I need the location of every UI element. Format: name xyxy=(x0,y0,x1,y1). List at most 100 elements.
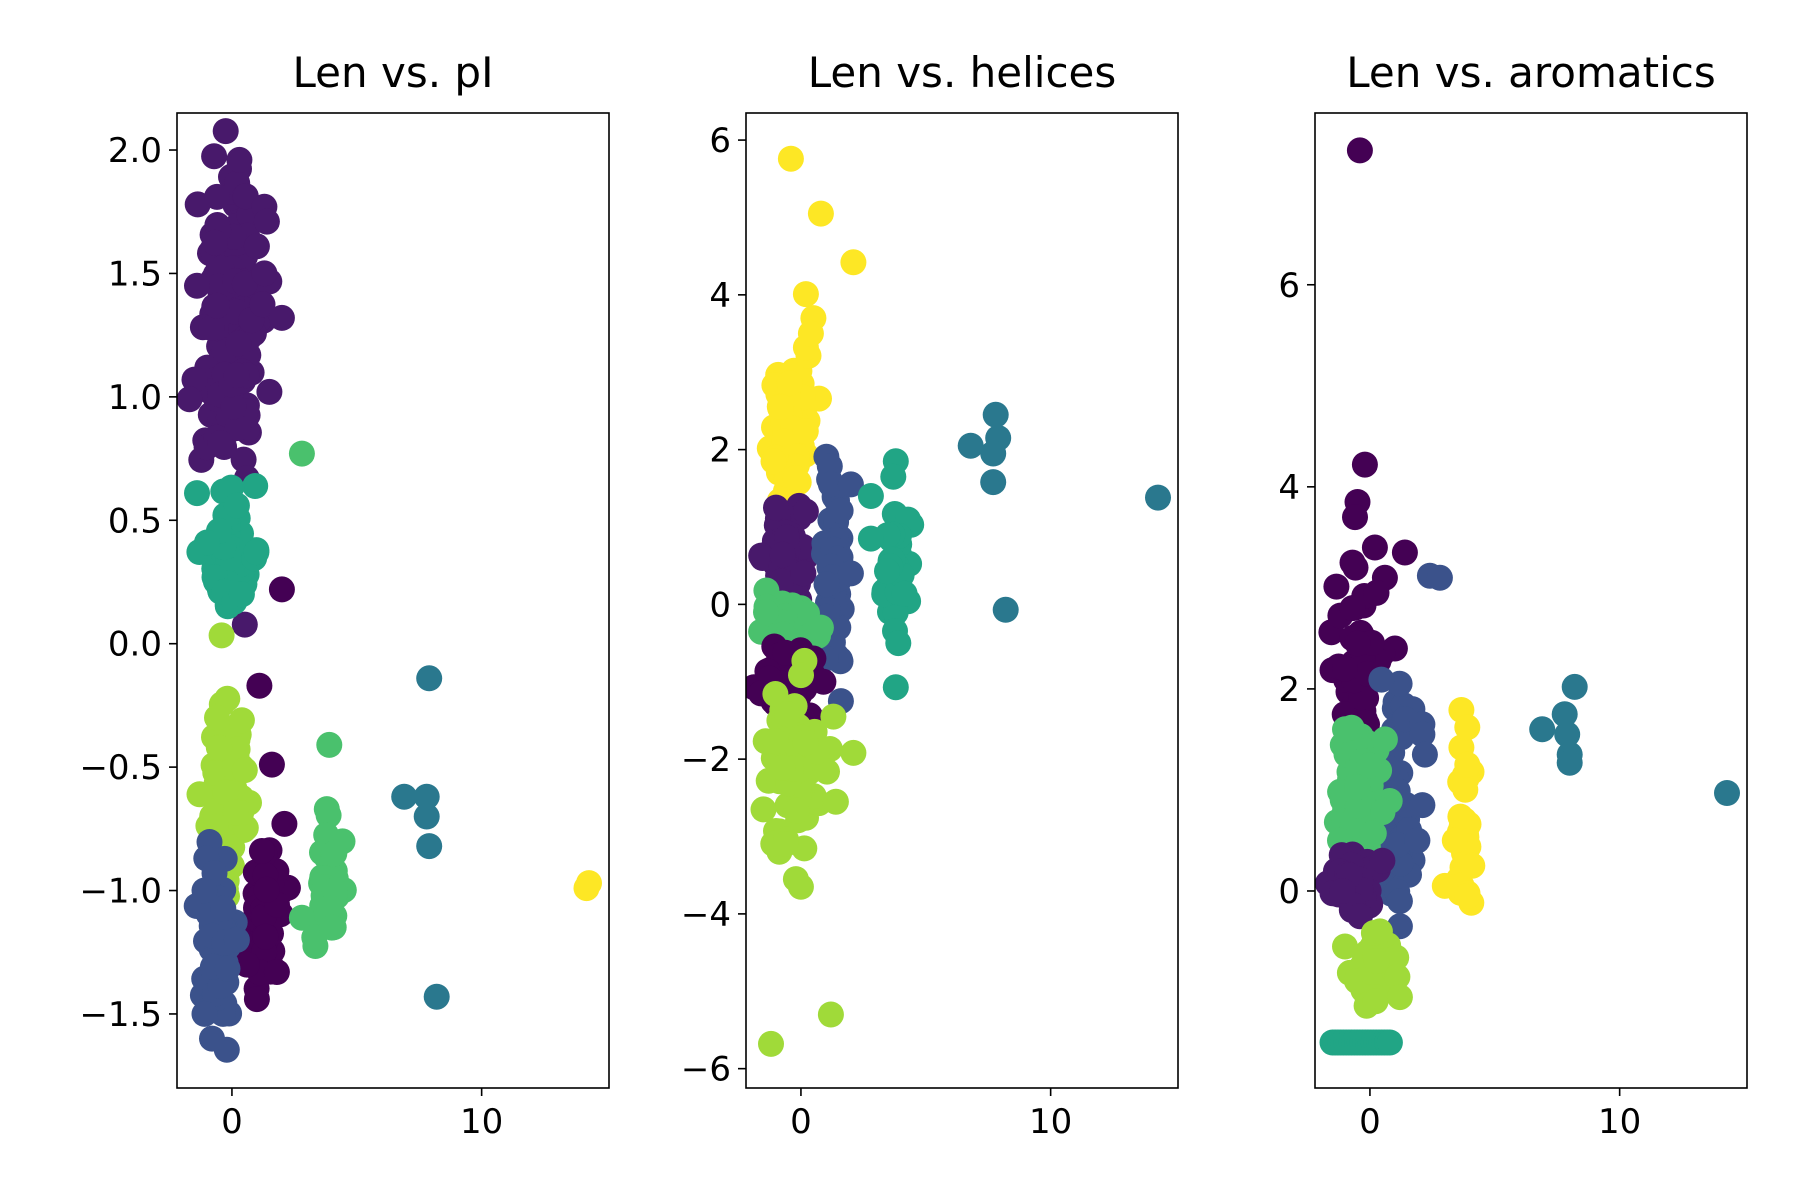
data-point xyxy=(231,270,258,297)
x-tick-label: 0 xyxy=(1359,1102,1381,1142)
data-point xyxy=(1431,872,1458,899)
x-tick-label: 0 xyxy=(221,1102,243,1142)
scatter-panel-2: Len vs. helices 0 10 −6 −4 −2 0 2 4 6 xyxy=(681,48,1179,1142)
data-point xyxy=(891,580,918,607)
axes-frame xyxy=(745,112,1179,1089)
data-point xyxy=(762,681,789,707)
data-point xyxy=(177,386,203,413)
data-point xyxy=(882,674,909,701)
data-point xyxy=(413,803,440,830)
data-point xyxy=(1362,988,1389,1015)
y-tick-label: 6 xyxy=(709,121,731,161)
y-tick-label: 2.0 xyxy=(108,131,162,171)
data-point xyxy=(782,465,809,491)
data-point xyxy=(1361,534,1388,561)
y-tick-label: −2 xyxy=(681,740,731,780)
data-point xyxy=(1356,752,1382,779)
axes-frame xyxy=(176,112,610,1089)
y-tick-label: 2 xyxy=(1278,670,1300,710)
y-tick-label: 2 xyxy=(709,431,731,471)
y-tick-label: 4 xyxy=(1278,468,1300,508)
data-point xyxy=(1332,933,1358,960)
data-point xyxy=(1384,963,1411,990)
data-point xyxy=(810,668,837,695)
data-point xyxy=(837,560,864,587)
data-point xyxy=(1529,716,1556,743)
data-point xyxy=(212,118,239,145)
data-point xyxy=(1332,655,1358,682)
data-point xyxy=(1342,554,1369,581)
data-point xyxy=(1368,666,1395,693)
data-point xyxy=(202,229,228,256)
data-point xyxy=(957,432,984,459)
data-point xyxy=(231,757,258,784)
data-point xyxy=(1344,630,1371,657)
data-point xyxy=(783,797,810,824)
data-point xyxy=(228,581,255,608)
data-point xyxy=(1391,539,1418,566)
y-tick-label: −1.0 xyxy=(79,872,162,912)
data-point xyxy=(982,401,1009,428)
data-point xyxy=(391,783,418,810)
data-point xyxy=(827,497,854,524)
data-point xyxy=(1459,852,1486,879)
data-point xyxy=(769,754,796,781)
data-point xyxy=(1454,714,1481,741)
data-point xyxy=(768,394,794,420)
data-point xyxy=(198,315,225,341)
data-point xyxy=(1342,504,1368,531)
data-point xyxy=(243,539,270,566)
data-point xyxy=(214,955,241,982)
data-point xyxy=(820,703,847,730)
data-point xyxy=(413,783,440,810)
panel-title: Len vs. helices xyxy=(808,48,1117,97)
data-point xyxy=(313,796,340,823)
data-point xyxy=(223,492,250,519)
data-point xyxy=(271,810,298,837)
data-point xyxy=(1404,827,1431,854)
data-point xyxy=(792,281,819,308)
data-point xyxy=(204,292,230,319)
data-point xyxy=(201,143,228,170)
panel-title: Len vs. aromatics xyxy=(1346,48,1715,97)
data-point xyxy=(1386,888,1413,915)
data-point xyxy=(191,1000,218,1027)
data-point xyxy=(1386,913,1413,940)
data-point xyxy=(253,208,280,235)
data-point xyxy=(1386,984,1413,1011)
data-point xyxy=(231,611,258,638)
y-tick-label: −6 xyxy=(681,1050,731,1090)
data-point xyxy=(980,440,1007,467)
data-point xyxy=(992,596,1019,623)
data-point xyxy=(1366,918,1393,945)
data-point xyxy=(249,291,276,318)
data-point xyxy=(321,840,348,867)
data-point xyxy=(1346,137,1373,164)
data-point xyxy=(874,558,900,585)
data-point xyxy=(885,630,912,657)
data-point xyxy=(318,914,345,941)
y-tick-label: 4 xyxy=(709,276,731,316)
data-point xyxy=(199,1025,225,1052)
data-point xyxy=(776,370,803,397)
data-point xyxy=(1371,726,1398,753)
data-point xyxy=(225,330,252,357)
data-point xyxy=(186,781,213,808)
data-point xyxy=(1426,564,1453,591)
data-points xyxy=(177,118,602,1063)
data-point xyxy=(1359,820,1386,847)
data-point xyxy=(258,751,285,778)
data-point xyxy=(252,923,279,950)
data-point xyxy=(1447,803,1474,830)
y-tick-label: 0.5 xyxy=(108,501,162,541)
data-point xyxy=(242,473,269,499)
data-point xyxy=(840,249,867,276)
data-point xyxy=(1454,751,1481,778)
scatter-panel-3: Len vs. aromatics 0 10 0 2 4 6 xyxy=(1278,48,1748,1142)
data-point xyxy=(268,304,295,331)
data-point xyxy=(416,665,443,692)
data-point xyxy=(1345,792,1372,819)
y-tick-label: 6 xyxy=(1278,266,1300,306)
data-point xyxy=(813,571,840,598)
data-point xyxy=(792,729,819,756)
